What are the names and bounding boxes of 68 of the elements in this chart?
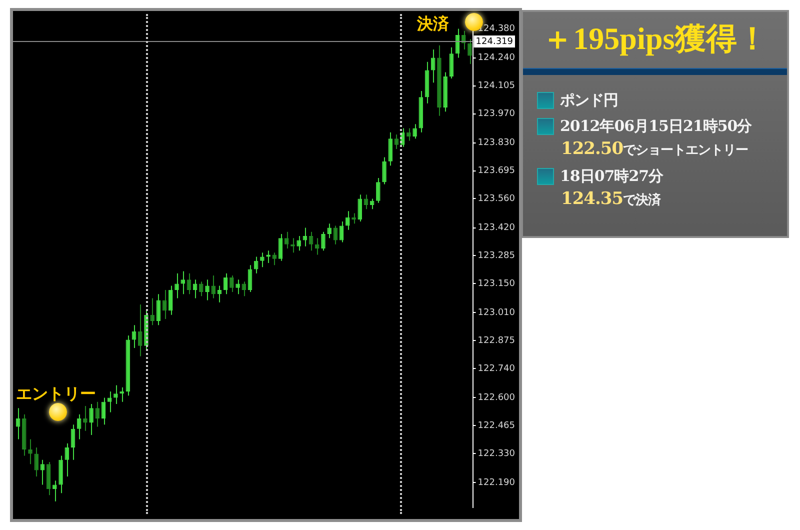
candlestick [40,459,45,486]
y-tick-label: 122.330 [478,449,516,460]
candlestick [242,281,246,297]
candlestick [150,298,154,326]
candlestick [358,194,362,222]
candlestick [205,279,210,301]
candlestick [89,403,94,436]
candlestick [52,480,57,502]
candlestick [236,279,240,295]
candlestick [364,194,368,210]
candlestick [394,134,399,150]
y-tick-label: 123.830 [478,138,516,148]
annotation: エントリー [16,384,96,405]
candlestick [346,210,350,230]
candlestick [168,285,173,316]
candlestick [327,223,332,239]
y-tick-label: 124.105 [478,81,515,92]
candlestick [260,252,264,268]
y-tick-label: 122.600 [478,393,516,404]
candlestick [406,128,411,142]
y-tick-label: 122.875 [478,336,515,346]
candlestick [16,408,20,440]
candlestick [296,236,301,252]
y-tick-label: 123.150 [478,279,516,290]
candlestick [58,455,63,494]
candlestick [388,132,393,166]
candlestick [321,231,326,252]
candlestick [272,252,277,266]
candlestick [174,272,179,299]
y-tick-label: 123.420 [478,223,516,234]
candlestick [107,391,112,413]
candlestick [230,274,234,293]
candlestick [211,274,216,299]
text: 124.35で決済 [561,189,661,209]
y-tick-label: 122.740 [478,364,516,374]
candlestick [266,250,270,264]
text: 18日07時27分 [560,166,664,186]
y-tick-label: 124.240 [478,53,516,64]
y-tick-label: 124.380 [478,24,516,34]
candlestick [468,38,472,65]
candlestick [28,438,32,465]
candlestick [180,270,185,295]
candlestick [34,446,38,478]
candlestick [114,384,118,404]
candlestick [199,281,204,297]
candlestick [382,156,386,185]
text: ポンド円 [560,90,618,110]
candlestick [138,304,142,357]
y-tick-label: 122.190 [478,478,516,488]
candlestick [315,238,320,256]
candlestick [412,124,417,140]
candlestick [192,279,198,299]
y-tick-label: 123.285 [478,251,515,262]
text: 2012年06月15日21時50分 [560,116,752,136]
candlestick [64,442,70,478]
candlestick [376,178,380,204]
text: ＋195pips獲得！ [541,20,769,58]
ref-line-label: 124.319 [476,36,514,47]
annotation: 決済 [417,14,449,35]
y-tick-label: 123.970 [478,109,516,120]
y-tick-label: 123.560 [478,194,516,204]
y-tick-label: 123.010 [478,308,516,318]
y-tick-label: 123.695 [478,166,515,176]
text: 122.50でショートエントリー [561,139,748,159]
candlestick [83,406,88,432]
candlestick [308,231,314,252]
y-tick-label: 122.465 [478,421,515,432]
candlestick [284,231,289,249]
